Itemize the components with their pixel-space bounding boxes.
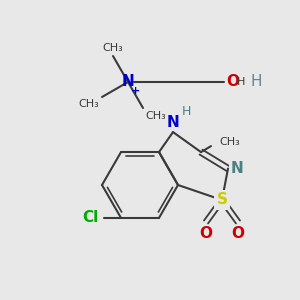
Text: O: O <box>232 226 244 241</box>
Text: H: H <box>182 105 191 118</box>
Text: N: N <box>231 161 244 176</box>
Text: O: O <box>200 226 212 241</box>
Text: CH₃: CH₃ <box>78 99 99 109</box>
Text: O: O <box>226 74 239 89</box>
Text: CH₃: CH₃ <box>103 43 123 53</box>
Text: H: H <box>250 74 262 89</box>
Text: +: + <box>131 86 141 96</box>
Text: Cl: Cl <box>83 210 99 225</box>
Text: H: H <box>237 77 245 87</box>
Text: S: S <box>217 193 227 208</box>
Text: N: N <box>122 74 134 89</box>
Text: N: N <box>167 115 179 130</box>
Text: CH₃: CH₃ <box>219 137 240 147</box>
Text: CH₃: CH₃ <box>145 111 166 121</box>
